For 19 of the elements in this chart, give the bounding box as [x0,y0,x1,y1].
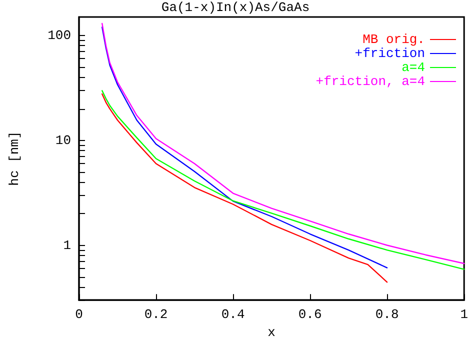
x-tick-label: 1 [460,307,468,322]
legend-label: +friction, a=4 [316,74,426,89]
y-tick-label: 100 [48,28,71,43]
chart-title: Ga(1-x)In(x)As/GaAs [161,0,310,15]
legend-label: a=4 [402,60,426,75]
x-tick-label: 0.2 [144,307,168,322]
line-series [102,22,465,264]
legend-label: MB orig. [362,32,425,47]
x-tick-label: 0.6 [298,307,322,322]
line-series [102,93,388,283]
x-tick-label: 0.8 [375,307,399,322]
x-tick-label: 0.4 [221,307,245,322]
line-series [102,90,465,270]
y-axis-title: hc [nm] [7,131,22,186]
x-axis-title: x [268,325,276,340]
y-tick-label: 10 [55,132,71,148]
y-tick-label: 1 [63,238,72,253]
x-tick-label: 0 [75,307,83,322]
legend-label: +friction [354,46,425,61]
